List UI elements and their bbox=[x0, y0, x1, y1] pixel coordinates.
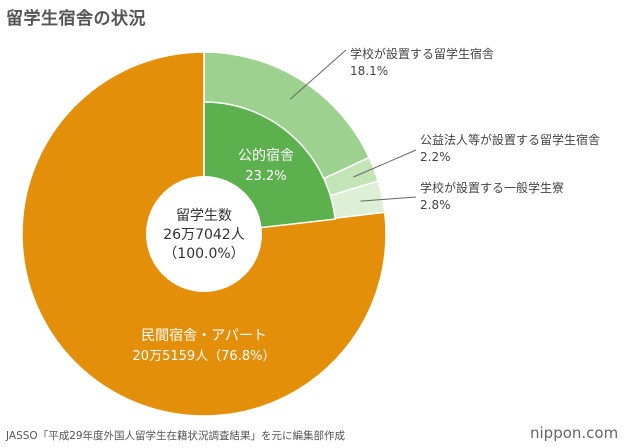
callout-line bbox=[360, 196, 417, 202]
center-label: 留学生数 bbox=[176, 208, 232, 224]
source-note: JASSO「平成29年度外国人留学生在籍状況調査結果」を元に編集部作成 bbox=[6, 430, 346, 442]
chart-title: 留学生宿舎の状況 bbox=[6, 9, 146, 29]
callouts bbox=[289, 49, 417, 202]
callout-value-school-intl-dorm: 18.1% bbox=[350, 64, 388, 78]
slice-label-public-name: 公的宿舎 bbox=[238, 147, 294, 164]
callout-label-school-general-dorm: 学校が設置する一般学生寮 bbox=[420, 180, 564, 195]
center-count: 26万7042人 bbox=[163, 227, 244, 243]
slice-private-housing bbox=[21, 51, 387, 417]
donut-hole bbox=[146, 176, 262, 292]
center-percent: （100.0%） bbox=[163, 246, 244, 262]
slice-label-public-value: 23.2% bbox=[245, 169, 286, 184]
slice-label-private-name: 民間宿舎・アパート bbox=[141, 327, 267, 344]
callout-value-school-general-dorm: 2.8% bbox=[420, 198, 451, 212]
callout-value-foundation-dorm: 2.2% bbox=[420, 150, 451, 164]
brand-logo: nippon.com bbox=[530, 424, 619, 442]
callout-label-foundation-dorm: 公益法人等が設置する留学生宿舎 bbox=[420, 132, 600, 147]
slice-label-private-value: 20万5159人（76.8%） bbox=[133, 349, 276, 364]
callout-line bbox=[289, 49, 347, 100]
callout-line bbox=[353, 149, 417, 178]
callout-label-school-intl-dorm: 学校が設置する留学生宿舎 bbox=[350, 46, 494, 61]
